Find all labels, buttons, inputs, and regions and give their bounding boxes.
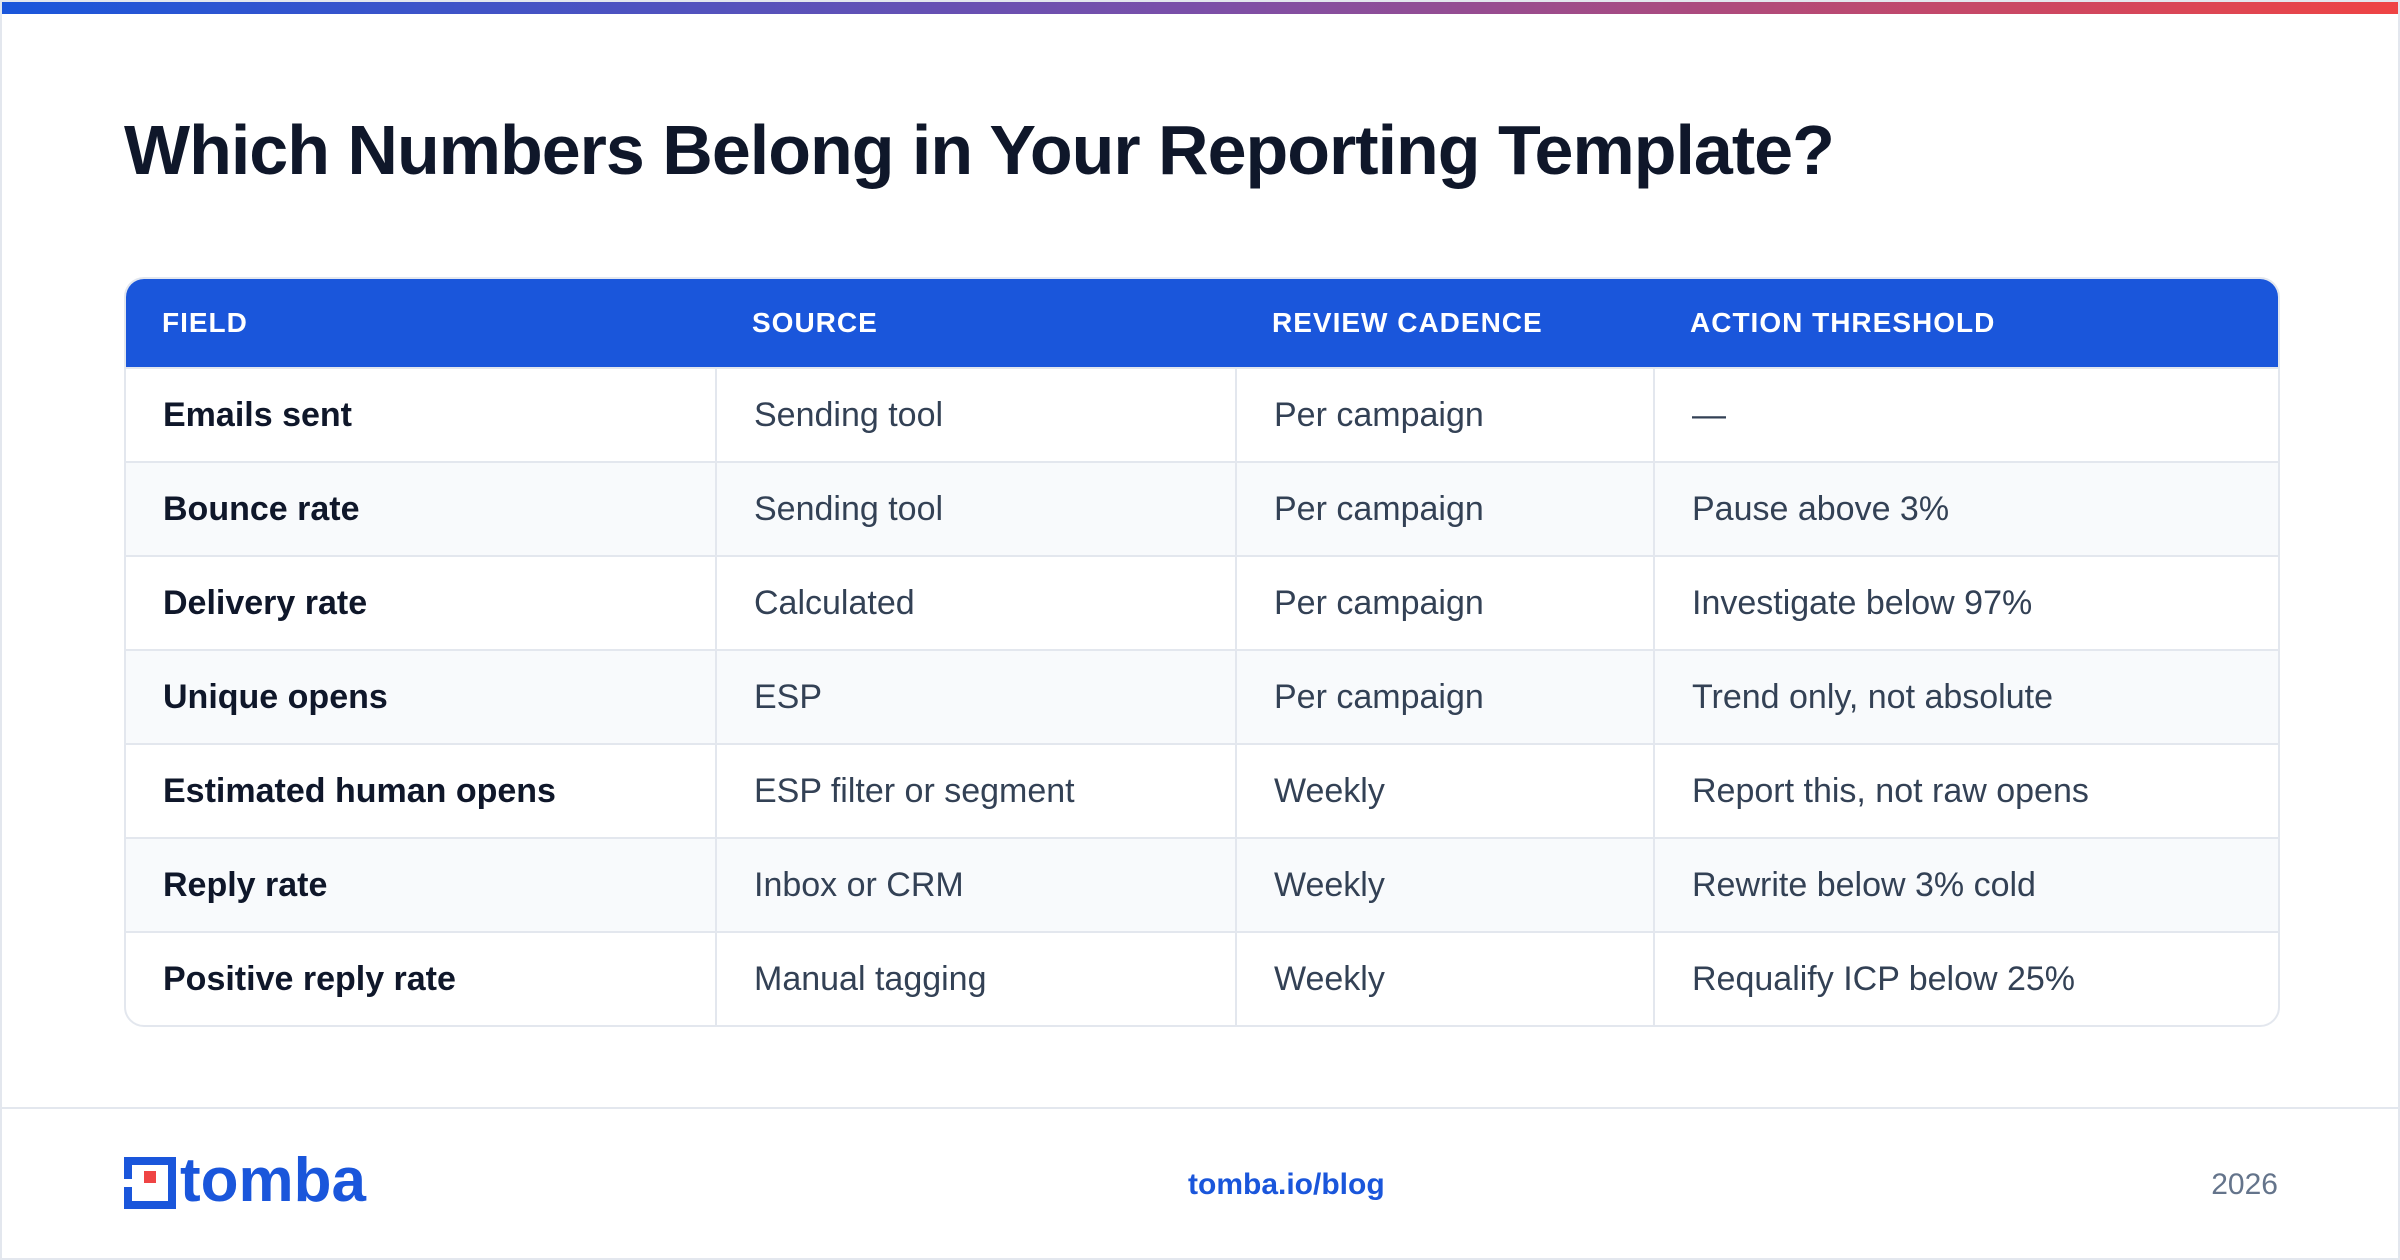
cell-field: Emails sent xyxy=(126,367,716,462)
footer-year: 2026 xyxy=(2211,1168,2278,1201)
cell-threshold: Pause above 3% xyxy=(1653,461,2278,556)
table-row: Estimated human opens ESP filter or segm… xyxy=(126,743,2278,838)
header-source: SOURCE xyxy=(752,307,878,338)
cell-cadence: Per campaign xyxy=(1235,555,1654,650)
table-row: Delivery rate Calculated Per campaign In… xyxy=(126,555,2278,650)
header-action-threshold: ACTION THRESHOLD xyxy=(1690,307,1996,338)
cell-cadence: Per campaign xyxy=(1235,649,1654,744)
table-row: Unique opens ESP Per campaign Trend only… xyxy=(126,649,2278,744)
cell-source: Manual tagging xyxy=(715,931,1236,1025)
header-review-cadence: REVIEW CADENCE xyxy=(1272,307,1543,338)
table-row: Emails sent Sending tool Per campaign — xyxy=(126,367,2278,462)
cell-source: ESP filter or segment xyxy=(715,743,1236,838)
cell-threshold: Report this, not raw opens xyxy=(1653,743,2278,838)
logo-wordmark: tomba xyxy=(180,1146,366,1215)
cell-source: Sending tool xyxy=(715,461,1236,556)
cell-source: Sending tool xyxy=(715,367,1236,462)
table-row: Reply rate Inbox or CRM Weekly Rewrite b… xyxy=(126,837,2278,932)
cell-source: Calculated xyxy=(715,555,1236,650)
header-field: FIELD xyxy=(162,307,248,338)
cell-field: Positive reply rate xyxy=(126,931,716,1025)
cell-field: Delivery rate xyxy=(126,555,716,650)
metrics-table-container: FIELD SOURCE REVIEW CADENCE ACTION THRES… xyxy=(124,277,2280,1027)
cell-field: Unique opens xyxy=(126,649,716,744)
table-row: Bounce rate Sending tool Per campaign Pa… xyxy=(126,461,2278,556)
table-row: Positive reply rate Manual tagging Weekl… xyxy=(126,931,2278,1025)
site-link[interactable]: tomba.io/blog xyxy=(1188,1168,1385,1201)
tomba-logo-mark-icon xyxy=(124,1157,176,1209)
page-title: Which Numbers Belong in Your Reporting T… xyxy=(124,111,1835,189)
cell-field: Bounce rate xyxy=(126,461,716,556)
cell-threshold: Investigate below 97% xyxy=(1653,555,2278,650)
cell-threshold: — xyxy=(1653,367,2278,462)
cell-cadence: Weekly xyxy=(1235,931,1654,1025)
footer-divider xyxy=(2,1107,2398,1109)
cell-threshold: Rewrite below 3% cold xyxy=(1653,837,2278,932)
cell-cadence: Weekly xyxy=(1235,743,1654,838)
tomba-logo[interactable]: tomba xyxy=(124,1150,366,1212)
cell-source: Inbox or CRM xyxy=(715,837,1236,932)
cell-cadence: Weekly xyxy=(1235,837,1654,932)
cell-threshold: Trend only, not absolute xyxy=(1653,649,2278,744)
table-header-row: FIELD SOURCE REVIEW CADENCE ACTION THRES… xyxy=(126,279,2278,368)
metrics-table: FIELD SOURCE REVIEW CADENCE ACTION THRES… xyxy=(126,279,2278,1025)
cell-source: ESP xyxy=(715,649,1236,744)
cell-cadence: Per campaign xyxy=(1235,461,1654,556)
cell-cadence: Per campaign xyxy=(1235,367,1654,462)
top-gradient-bar xyxy=(2,2,2398,14)
cell-field: Estimated human opens xyxy=(126,743,716,838)
cell-field: Reply rate xyxy=(126,837,716,932)
cell-threshold: Requalify ICP below 25% xyxy=(1653,931,2278,1025)
